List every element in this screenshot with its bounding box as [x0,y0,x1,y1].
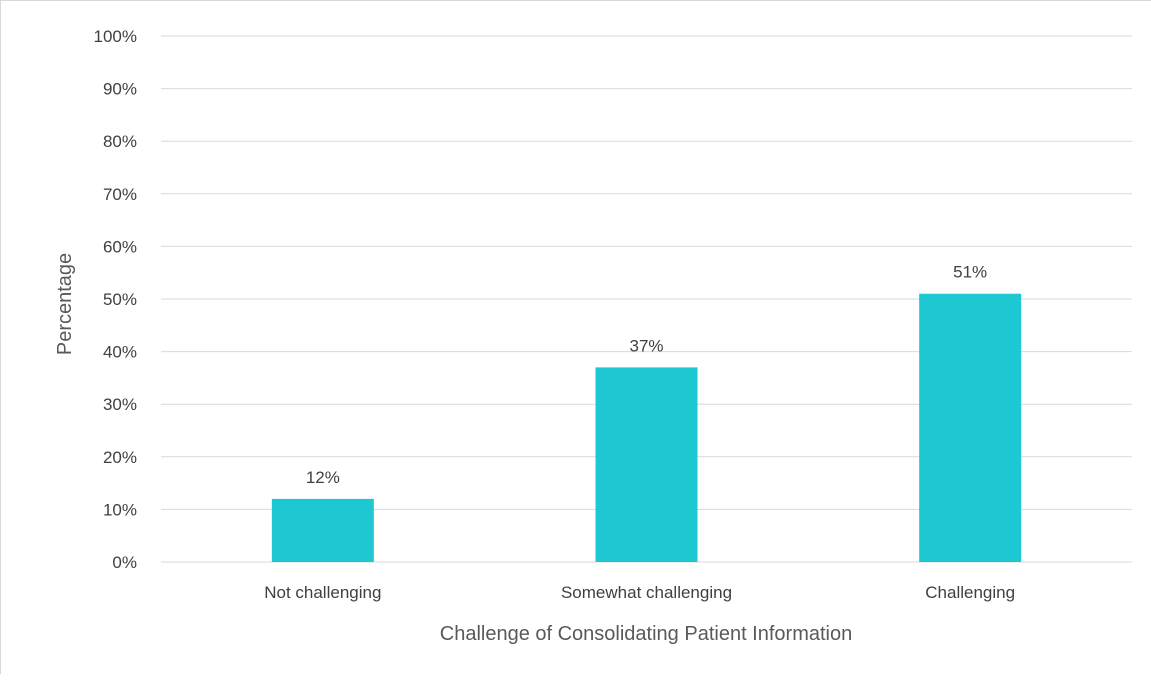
bar [272,499,374,562]
x-category-label: Challenging [925,583,1015,602]
y-tick-label: 10% [103,500,137,519]
y-tick-label: 100% [94,27,137,46]
y-axis-ticks: 0% 10% 20% 30% 40% 50% 60% 70% 80% 90% 100% [94,27,137,572]
bar [596,367,698,562]
bars [272,294,1021,562]
x-category-label: Somewhat challenging [561,583,732,602]
y-tick-label: 80% [103,132,137,151]
bar [919,294,1021,562]
y-tick-label: 70% [103,185,137,204]
y-tick-label: 60% [103,237,137,256]
data-label: 51% [953,263,987,282]
y-tick-label: 50% [103,290,137,309]
x-category-label: Not challenging [264,583,381,602]
y-tick-label: 20% [103,448,137,467]
y-tick-label: 0% [112,553,137,572]
y-tick-label: 30% [103,395,137,414]
y-tick-label: 40% [103,343,137,362]
x-axis-categories: Not challenging Somewhat challenging Chall… [264,583,1015,602]
y-tick-label: 90% [103,80,137,99]
data-label: 12% [306,468,340,487]
x-axis-title: Challenge of Consolidating Patient Infor… [440,623,852,645]
y-axis-title: Percentage [54,253,76,355]
data-label: 37% [629,336,663,355]
